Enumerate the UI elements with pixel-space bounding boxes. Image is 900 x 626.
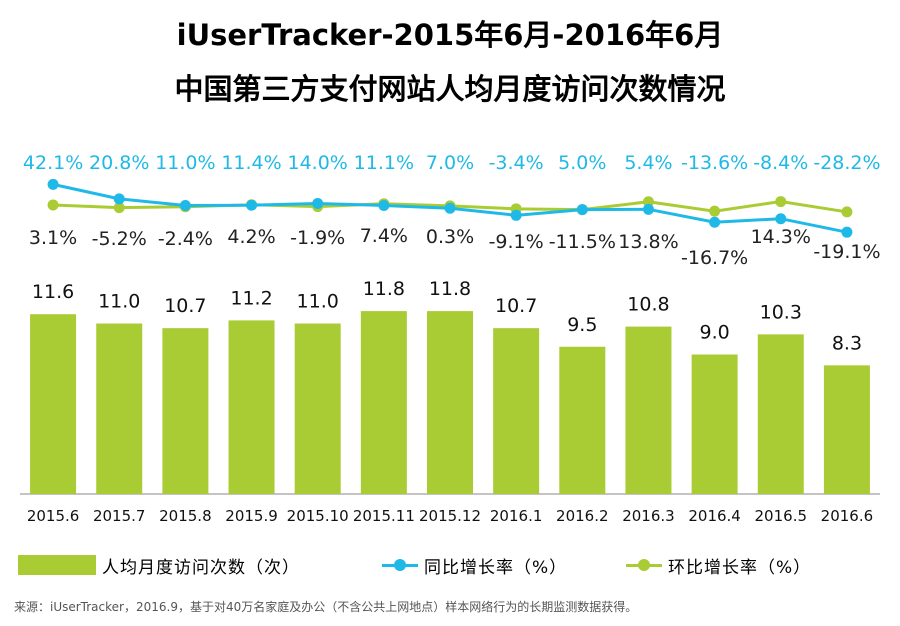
bar-label-2015.12: 11.8 [429,278,471,300]
yoy-label-2016.1: -3.4% [489,152,544,174]
mom-label-2016.2: -11.5% [549,231,616,253]
bar-label-2015.6: 11.6 [32,281,74,303]
mom-point-2015.6 [47,199,59,211]
mom-label-2016.5: 14.3% [751,226,811,248]
bar-2016.1 [493,328,540,494]
x-tick-2015.8: 2015.8 [159,507,212,525]
mom-point-2016.6 [841,206,853,218]
bar-label-2016.5: 10.3 [760,301,802,323]
mom-label-2015.6: 3.1% [29,227,77,249]
yoy-label-2015.11: 11.1% [354,152,414,174]
mom-label-2015.7: -5.2% [92,228,147,250]
bar-label-2015.7: 11.0 [98,291,140,313]
bar-2016.4 [691,354,738,494]
yoy-point-2015.8 [179,200,191,212]
mom-label-2016.3: 13.8% [618,231,678,253]
mom-point-2016.4 [709,205,721,217]
bar-2015.9 [228,320,275,494]
x-tick-2016.1: 2016.1 [490,507,543,525]
yoy-point-2016.6 [841,226,853,238]
bar-label-2015.8: 10.7 [164,295,206,317]
yoy-label-2016.6: -28.2% [813,152,880,174]
mom-label-2016.4: -16.7% [681,247,748,269]
x-tick-2016.5: 2016.5 [755,507,808,525]
bar-label-2016.3: 10.8 [627,294,669,316]
bar-2015.7 [96,323,143,494]
yoy-point-2016.1 [510,209,522,221]
legend-label-yoy: 同比增长率（%） [424,557,568,578]
x-tick-2015.6: 2015.6 [27,507,80,525]
yoy-point-2015.7 [113,193,125,205]
yoy-label-2015.6: 42.1% [23,152,83,174]
bar-2015.10 [294,323,341,494]
x-tick-2015.9: 2015.9 [225,507,278,525]
bar-label-2015.11: 11.8 [363,278,405,300]
mom-label-2015.8: -2.4% [158,228,213,250]
chart-title-line2: 中国第三方支付网站人均月度访问次数情况 [174,72,726,106]
bar-2016.5 [757,334,804,494]
mom-label-2015.9: 4.2% [227,226,275,248]
bar-2016.2 [559,346,606,494]
bar-2015.11 [360,311,407,494]
yoy-label-2016.4: -13.6% [681,152,748,174]
mom-label-2015.10: -1.9% [290,227,345,249]
bar-label-2015.9: 11.2 [230,287,272,309]
bar-label-2016.2: 9.5 [567,314,597,336]
yoy-point-2015.10 [312,197,324,209]
source-note: 来源：iUserTracker，2016.9，基于对40万名家庭及办公（不含公共… [14,600,638,614]
bar-label-2016.1: 10.7 [495,295,537,317]
bar-2015.8 [162,328,209,494]
yoy-label-2016.5: -8.4% [753,152,808,174]
yoy-point-2016.2 [576,204,588,216]
mom-label-2015.11: 7.4% [360,225,408,247]
yoy-label-2015.12: 7.0% [426,152,474,174]
x-tick-2015.10: 2015.10 [287,507,349,525]
legend-item-mom: 环比增长率（%） [626,553,812,578]
x-tick-2016.4: 2016.4 [688,507,741,525]
yoy-point-2016.5 [775,213,787,225]
mom-label-2016.6: -19.1% [813,241,880,263]
mom-label-2015.12: 0.3% [426,226,474,248]
legend-label-mom: 环比增长率（%） [668,557,812,578]
yoy-point-2015.11 [378,199,390,211]
bar-label-2016.6: 8.3 [832,332,862,354]
chart-title-line1: iUserTracker-2015年6月-2016年6月 [176,18,724,52]
x-tick-2016.6: 2016.6 [821,507,874,525]
yoy-point-2015.9 [246,199,258,211]
yoy-label-2015.8: 11.0% [155,152,215,174]
mom-label-2016.1: -9.1% [489,231,544,253]
yoy-label-2015.9: 11.4% [221,152,281,174]
x-tick-2015.12: 2015.12 [419,507,481,525]
mom-point-2016.3 [642,196,654,208]
legend-swatch-bar [18,555,96,575]
x-tick-2016.2: 2016.2 [556,507,609,525]
yoy-point-2015.6 [47,178,59,190]
mom-point-2015.7 [113,202,125,214]
yoy-point-2016.3 [642,203,654,215]
legend-label-bar: 人均月度访问次数（次） [102,557,300,578]
bar-label-2016.4: 9.0 [700,322,730,344]
mom-point-2016.5 [775,196,787,208]
yoy-point-2016.4 [709,216,721,228]
bar-2016.6 [823,365,870,494]
yoy-point-2015.12 [444,202,456,214]
x-tick-2015.7: 2015.7 [93,507,146,525]
bar-2015.6 [30,314,77,494]
legend-swatch-yoy [382,555,418,575]
legend-item-bar: 人均月度访问次数（次） [18,553,300,578]
bar-label-2015.10: 11.0 [297,291,339,313]
bar-2015.12 [427,311,473,494]
yoy-label-2015.10: 14.0% [288,152,348,174]
yoy-label-2016.2: 5.0% [558,152,606,174]
yoy-label-2015.7: 20.8% [89,152,149,174]
yoy-label-2016.3: 5.4% [624,152,672,174]
legend-item-yoy: 同比增长率（%） [382,553,568,578]
x-tick-2016.3: 2016.3 [622,507,675,525]
legend-swatch-mom [626,555,662,575]
x-tick-2015.11: 2015.11 [353,507,415,525]
bar-2016.3 [625,326,672,494]
